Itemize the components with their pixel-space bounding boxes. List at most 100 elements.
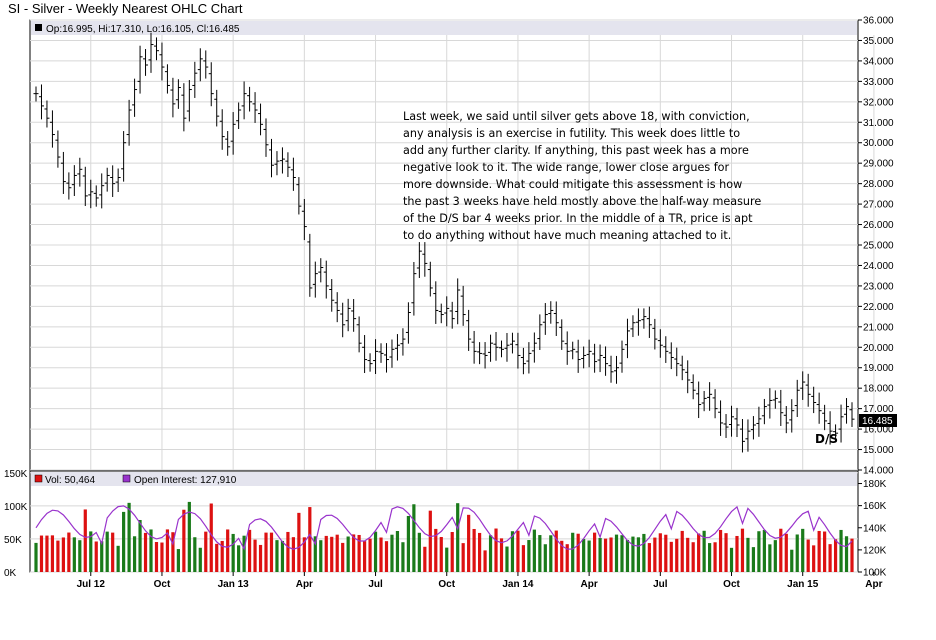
volume-bar [105, 531, 109, 572]
volume-bar [122, 511, 126, 572]
volume-bar [61, 537, 65, 572]
volume-bar [264, 532, 268, 572]
price-tick-label: 28.000 [863, 179, 894, 190]
volume-tick-label: 100K [4, 502, 28, 513]
volume-bar [587, 540, 591, 572]
volume-bar [549, 535, 553, 572]
ds-label: D/S [815, 432, 838, 446]
note-line: of the D/S bar 4 weeks prior. In the mid… [403, 212, 753, 225]
volume-bar [691, 542, 695, 572]
volume-tick-label: 150K [4, 469, 28, 480]
volume-bar [319, 540, 323, 572]
price-tick-label: 30.000 [863, 138, 894, 149]
volume-bar [182, 509, 186, 572]
volume-bar [116, 545, 120, 572]
ohlc-legend-swatch [35, 24, 42, 31]
volume-bar [762, 529, 766, 572]
volume-bar [198, 547, 202, 572]
volume-bar [450, 532, 454, 572]
volume-bar [713, 542, 717, 572]
volume-bar [72, 537, 76, 572]
volume-bar [483, 550, 487, 572]
volume-bar [390, 534, 394, 572]
volume-bar [439, 536, 443, 572]
volume-bar [94, 541, 98, 572]
volume-bar [697, 533, 701, 572]
note-line: Last week, we said until silver gets abo… [403, 110, 750, 123]
volume-bar [138, 519, 142, 572]
volume-bar [78, 540, 82, 572]
note-line: add any further clarity. If anything, th… [403, 144, 749, 157]
volume-bar [204, 531, 208, 572]
x-tick-label: Jan 15 [787, 579, 819, 590]
x-tick-label: Apr [296, 579, 313, 590]
volume-bar [598, 537, 602, 572]
volume-bar [302, 537, 306, 572]
volume-bar [352, 534, 356, 572]
x-tick-label: Jul [653, 579, 668, 590]
price-tick-label: 21.000 [863, 322, 894, 333]
volume-bar [231, 533, 235, 572]
price-tick-label: 27.000 [863, 200, 894, 211]
volume-bar [434, 528, 438, 572]
volume-bar [625, 539, 630, 572]
volume-bar [346, 536, 350, 572]
volume-bar [50, 535, 55, 572]
volume-bar [554, 530, 558, 572]
volume-bar [708, 543, 712, 572]
volume-bar [538, 535, 542, 572]
volume-bar [89, 531, 93, 572]
volume-bar [143, 532, 148, 572]
volume-bar [702, 530, 706, 572]
volume-legend-label: Vol: 50,464 [45, 475, 95, 486]
volume-bar [812, 545, 816, 572]
volume-bar [280, 540, 285, 572]
x-tick-label: Apr [581, 579, 598, 590]
volume-bar [357, 534, 361, 572]
price-tick-label: 35.000 [863, 36, 894, 47]
volume-bar [560, 540, 564, 572]
volume-bar [571, 532, 575, 572]
volume-bar [401, 542, 405, 572]
last-price-badge [859, 414, 897, 427]
volume-bar [757, 531, 761, 572]
x-tick-label: Jan 13 [218, 579, 250, 590]
open-interest-line [35, 505, 853, 551]
volume-bar [823, 531, 827, 572]
volume-bar [801, 528, 805, 572]
price-axis-labels: 14.000 15.000 16.000 17.000 18.000 19.000 20.0… [858, 16, 894, 477]
volume-bar [510, 531, 515, 572]
volume-bar [751, 547, 756, 572]
volume-bar [286, 531, 290, 572]
volume-bar [614, 534, 619, 572]
price-tick-label: 26.000 [863, 220, 894, 231]
volume-bar [494, 528, 498, 572]
price-grid [30, 19, 875, 471]
volume-bar [209, 503, 213, 572]
note-line: any analysis is an exercise in futility.… [403, 127, 740, 140]
x-tick-label: Oct [723, 579, 740, 590]
volume-bar [149, 529, 153, 572]
volume-bar [565, 544, 569, 572]
volume-bar [275, 540, 279, 572]
volume-bar [154, 541, 159, 572]
volume-bar [395, 531, 400, 572]
note-line: the past 3 weeks have held mostly above … [403, 195, 761, 208]
volume-bar [806, 539, 810, 572]
oi-legend-label: Open Interest: 127,910 [134, 475, 237, 486]
oi-tick-label: 100K [863, 568, 887, 579]
volume-bar [308, 507, 312, 572]
volume-bar [215, 543, 219, 572]
volume-bar [417, 532, 421, 572]
volume-bar [132, 536, 137, 572]
volume-bar [406, 515, 411, 572]
volume-bar [428, 510, 432, 572]
volume-bar [828, 544, 832, 572]
volume-bar [593, 532, 597, 572]
volume-bar [226, 529, 230, 572]
note-line: to do anything without have much meaning… [403, 229, 731, 242]
volume-bar [850, 538, 854, 572]
oi-tick-label: 180K [863, 479, 887, 490]
volume-bar [609, 537, 613, 572]
volume-bar [187, 501, 191, 572]
